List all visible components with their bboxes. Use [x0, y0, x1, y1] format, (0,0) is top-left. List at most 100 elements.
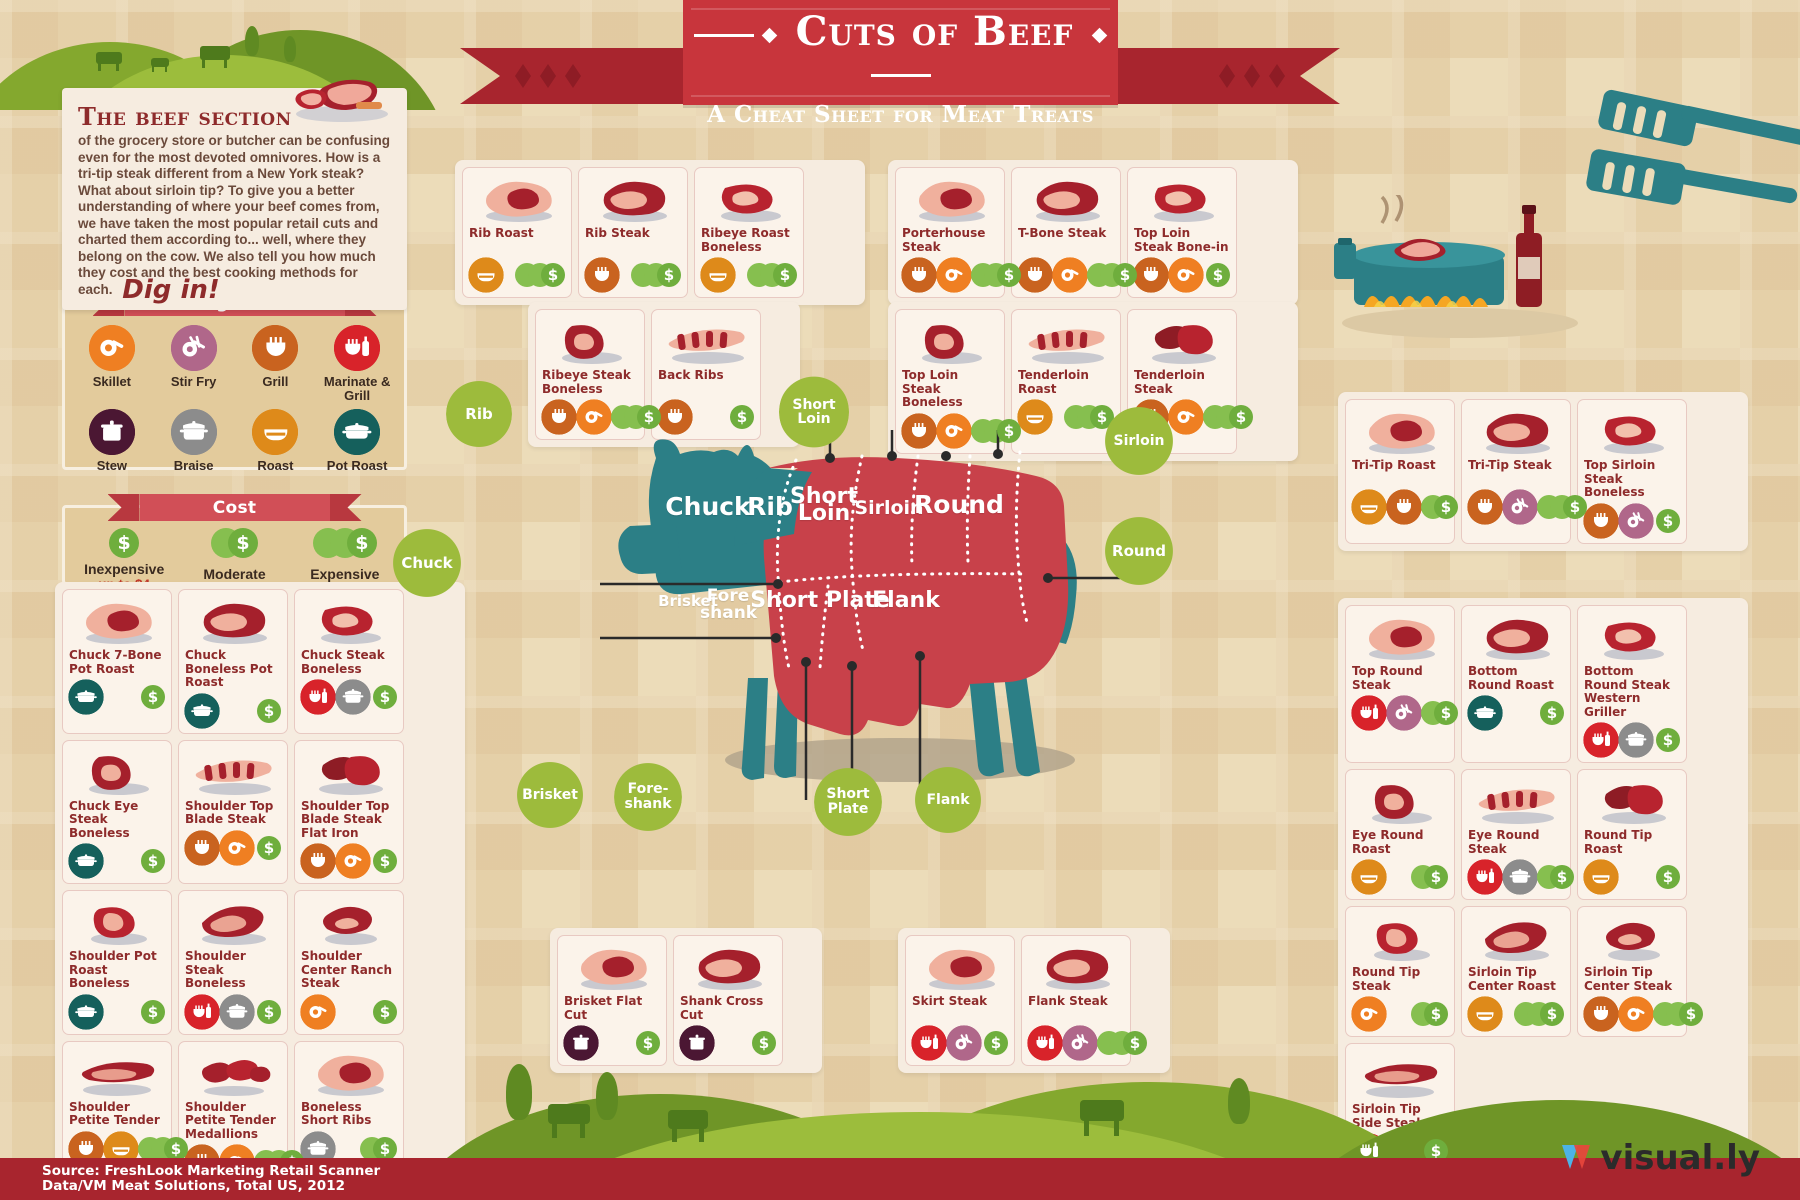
- cost-coins: $: [730, 405, 754, 429]
- cut-card[interactable]: Top Sirloin Steak Boneless $: [1577, 399, 1687, 544]
- cut-thumbnail: [1468, 912, 1564, 964]
- cost-coins: $: [109, 528, 140, 558]
- cut-card[interactable]: Shank Cross Cut $: [673, 935, 783, 1066]
- grill-icon: [185, 830, 219, 865]
- cut-card[interactable]: Shoulder Pot Roast Boneless $: [62, 890, 172, 1035]
- grill-icon: [542, 400, 576, 434]
- stirfry-icon: [947, 1026, 981, 1060]
- cut-card[interactable]: Shoulder Top Blade Steak Flat Iron $: [294, 739, 404, 884]
- cut-card[interactable]: Tenderloin Roast $: [1011, 309, 1121, 454]
- cut-methods: [185, 830, 254, 865]
- cut-methods: [1018, 258, 1087, 292]
- node-rib[interactable]: Rib: [450, 383, 508, 445]
- skillet-icon: [336, 844, 370, 878]
- cut-card[interactable]: Shoulder Center Ranch Steak $: [294, 890, 404, 1035]
- cut-card[interactable]: Rib Roast $: [462, 167, 572, 298]
- cut-methods: [185, 994, 254, 1029]
- cut-card[interactable]: Shoulder Steak Boneless $: [178, 890, 288, 1035]
- cost-legend: Cost $ Inexpensive up to $4 $ Moderate u…: [62, 494, 407, 597]
- cost-coins: $: [1537, 865, 1574, 889]
- group-sirloin: Tri-Tip Roast $ Tri-Tip Steak $ Top Sirl…: [1338, 392, 1748, 551]
- cut-name: Sirloin Tip Center Steak: [1584, 965, 1673, 993]
- cut-card[interactable]: Back Ribs $: [651, 309, 761, 440]
- cut-name: Bottom Round Roast: [1468, 664, 1554, 692]
- cost-coins: $: [138, 1136, 188, 1161]
- cut-card[interactable]: Top Loin Steak Boneless $: [895, 309, 1021, 454]
- cost-coins: $: [1653, 1002, 1703, 1026]
- roast-icon: [701, 258, 735, 292]
- cut-name: Skirt Steak: [912, 994, 988, 1008]
- cut-card[interactable]: Flank Steak $: [1021, 935, 1147, 1066]
- cut-card[interactable]: Tri-Tip Roast $: [1345, 399, 1458, 544]
- cut-name: Tenderloin Roast: [1018, 368, 1089, 396]
- cut-card[interactable]: Bottom Round Steak Western Griller $: [1577, 605, 1687, 763]
- skillet-icon: [301, 994, 335, 1029]
- cost-coins: $: [1514, 1002, 1564, 1026]
- cut-card[interactable]: Bottom Round Roast $: [1461, 605, 1571, 763]
- cut-card[interactable]: Round Tip Steak $: [1345, 906, 1455, 1037]
- cut-thumbnail: [301, 896, 397, 948]
- roast-icon: [1352, 860, 1386, 894]
- cut-methods: [680, 1026, 714, 1060]
- cost-coins: $: [1203, 405, 1253, 429]
- cut-card[interactable]: Chuck Steak Boneless $: [294, 589, 404, 734]
- node-fore-shank[interactable]: Fore-shank: [618, 765, 678, 829]
- cut-card[interactable]: Sirloin Tip Center Roast $: [1461, 906, 1571, 1037]
- cut-name: Shoulder Top Blade Steak: [185, 798, 274, 826]
- node-short-plate[interactable]: Short Plate: [818, 770, 878, 834]
- cow-label-round: Round: [914, 490, 1004, 519]
- cut-name: Shoulder Top Blade Steak Flat Iron: [301, 798, 390, 840]
- cut-card[interactable]: Chuck Eye Steak Boneless $: [62, 739, 172, 884]
- node-brisket[interactable]: Brisket: [520, 765, 580, 825]
- node-chuck[interactable]: Chuck: [396, 532, 458, 594]
- cut-card[interactable]: Chuck Boneless Pot Roast $: [178, 589, 288, 734]
- cut-card[interactable]: Skirt Steak $: [905, 935, 1015, 1066]
- cost-coins: $: [373, 849, 397, 873]
- roast-icon: [1352, 490, 1386, 524]
- cut-card[interactable]: Tri-Tip Steak $: [1461, 399, 1587, 544]
- node-round[interactable]: Round: [1108, 520, 1170, 582]
- stew-icon: [564, 1026, 598, 1060]
- cut-card[interactable]: Top Round Steak $: [1345, 605, 1458, 763]
- intro-card: The beef section of the grocery store or…: [62, 88, 407, 310]
- cut-card[interactable]: Top Loin Steak Bone-in $: [1127, 167, 1237, 298]
- cut-name: Top Loin Steak Bone-in: [1134, 226, 1229, 254]
- cut-card[interactable]: Ribeye Steak Boneless $: [535, 309, 661, 440]
- cut-thumbnail: [1028, 941, 1124, 993]
- node-flank[interactable]: Flank: [918, 770, 978, 830]
- cut-thumbnail: [1468, 611, 1564, 663]
- cut-card[interactable]: Sirloin Tip Center Steak $: [1577, 906, 1703, 1037]
- intro-heading: The beef section: [78, 102, 292, 131]
- cost-coins: $: [747, 263, 797, 287]
- node-sirloin[interactable]: Sirloin: [1108, 410, 1170, 472]
- roast-icon: [1018, 400, 1052, 434]
- marinate-grill-icon: [334, 325, 381, 371]
- node-short-loin[interactable]: Short Loin: [783, 378, 845, 446]
- cut-thumbnail: [658, 315, 754, 367]
- cut-thumbnail: [1352, 1049, 1448, 1101]
- visually-logo[interactable]: visual.ly: [1560, 1138, 1760, 1182]
- cut-card[interactable]: Brisket Flat Cut $: [557, 935, 667, 1066]
- cut-card[interactable]: Shoulder Top Blade Steak $: [178, 739, 288, 884]
- cut-card[interactable]: Round Tip Roast $: [1577, 769, 1687, 900]
- cut-card[interactable]: Eye Round Roast $: [1345, 769, 1455, 900]
- cut-thumbnail: [469, 173, 565, 225]
- cut-card[interactable]: T-Bone Steak $: [1011, 167, 1137, 298]
- cut-card[interactable]: Rib Steak $: [578, 167, 688, 298]
- potroast-icon: [1468, 696, 1502, 730]
- cut-name: Top Round Steak: [1352, 664, 1423, 692]
- cut-thumbnail: [1468, 775, 1564, 827]
- cut-methods: [1018, 400, 1052, 434]
- cut-card[interactable]: Porterhouse Steak $: [895, 167, 1021, 298]
- cut-card[interactable]: Eye Round Steak $: [1461, 769, 1574, 900]
- cut-name: Bottom Round Steak Western Griller: [1584, 664, 1670, 719]
- legend-method-label: Pot Roast: [326, 458, 388, 473]
- roast-icon: [469, 258, 503, 292]
- cut-card[interactable]: Chuck 7-Bone Pot Roast $: [62, 589, 172, 734]
- cut-name: Top Sirloin Steak Boneless: [1584, 458, 1656, 499]
- legend-method-potroast: Pot Roast: [316, 409, 398, 473]
- grill-icon: [658, 400, 692, 434]
- cut-card[interactable]: Ribeye Roast Boneless $: [694, 167, 804, 298]
- marinate-grill-icon: [912, 1026, 946, 1060]
- cost-coins: $: [1097, 1031, 1147, 1055]
